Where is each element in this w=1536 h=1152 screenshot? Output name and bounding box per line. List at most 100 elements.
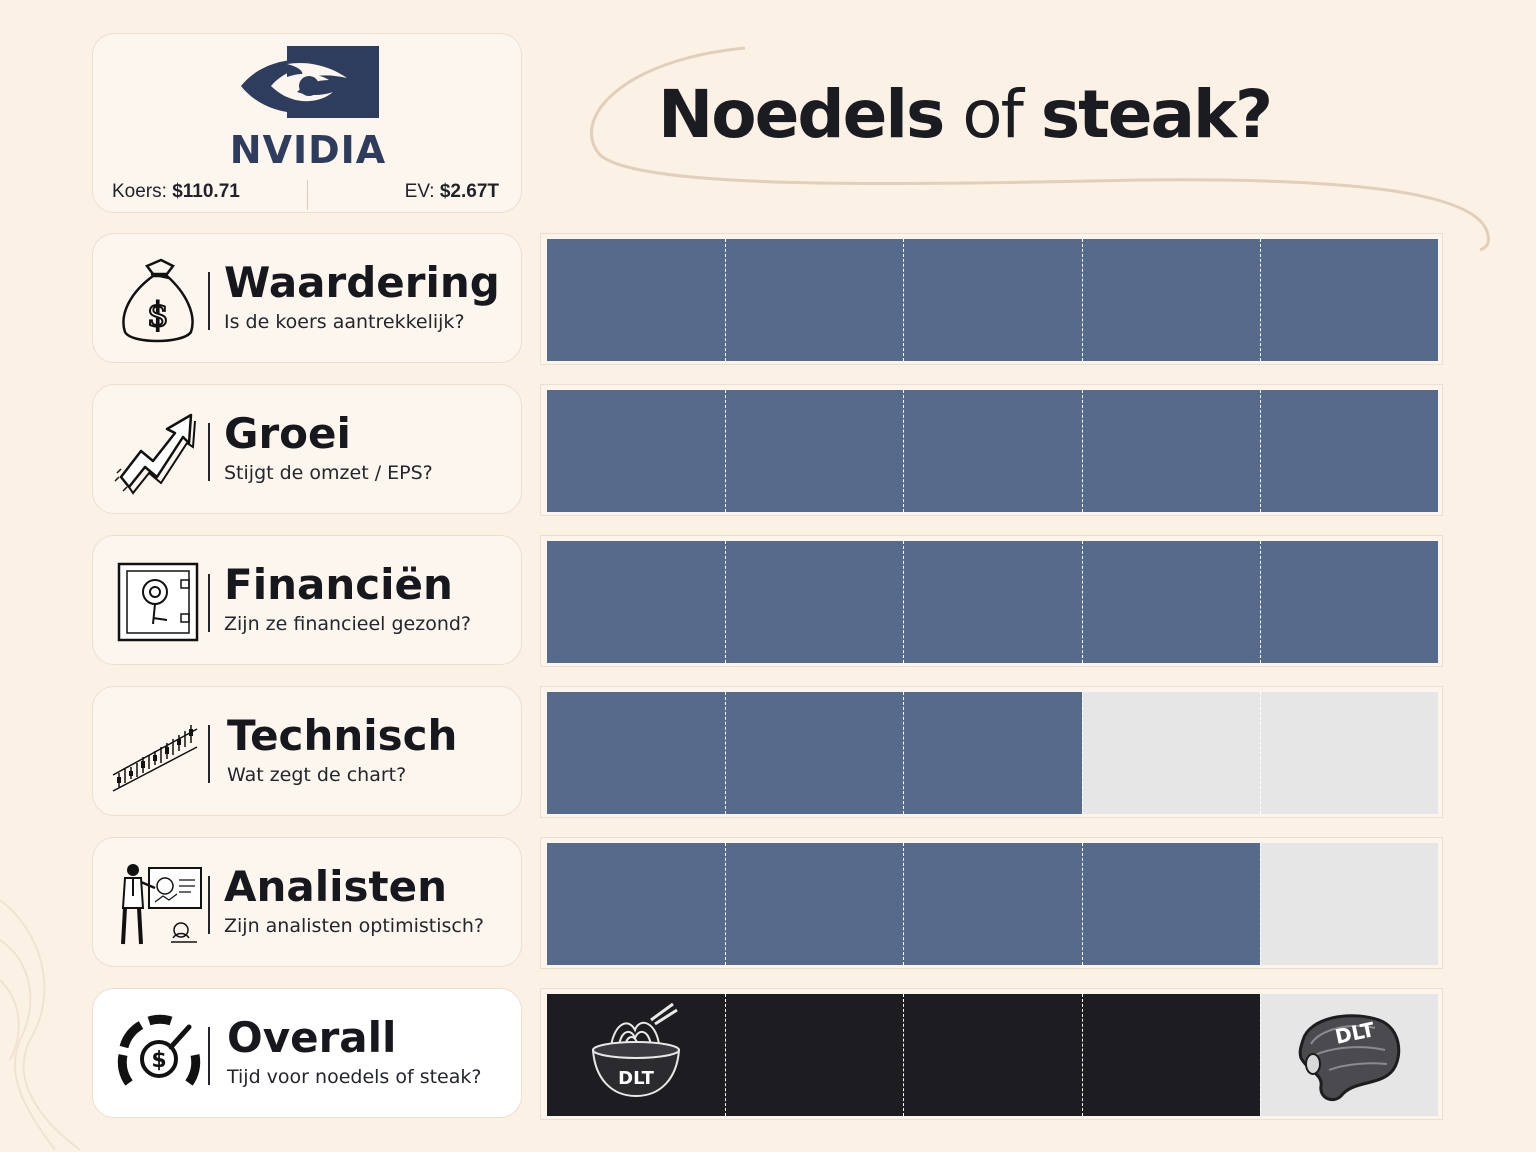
score-segment-filled — [725, 994, 904, 1116]
ev-label: EV: — [404, 181, 435, 202]
row-subtitle-analisten: Zijn analisten optimistisch? — [224, 915, 484, 937]
segment-divider — [1259, 994, 1261, 1116]
row-subtitle-overall: Tijd voor noedels of steak? — [227, 1066, 482, 1088]
category-card-financien: Financiën Zijn ze financieel gezond? — [92, 535, 522, 665]
growth-arrow-icon — [114, 413, 196, 495]
segment-divider — [1081, 390, 1083, 512]
score-segment-filled — [1081, 239, 1260, 361]
score-segment-filled — [725, 541, 904, 663]
score-bar-track — [547, 692, 1438, 814]
score-bar-overall: DLT DLT — [540, 988, 1443, 1120]
score-segment-filled — [725, 692, 904, 814]
score-segment-filled — [1259, 390, 1438, 512]
row-separator — [208, 574, 210, 632]
company-header-card: NVIDIA Koers: $110.71 EV: $2.67T — [92, 33, 522, 213]
row-separator — [208, 423, 210, 481]
score-segment-filled — [547, 843, 726, 965]
page-title: Noedels of steak? — [658, 76, 1273, 153]
segment-divider — [725, 994, 727, 1116]
row-subtitle-waardering: Is de koers aantrekkelijk? — [224, 311, 465, 333]
row-title-waardering: Waardering — [224, 258, 500, 307]
score-segment-filled — [903, 239, 1082, 361]
segment-divider — [1081, 541, 1083, 663]
segment-divider — [1081, 843, 1083, 965]
score-segment-filled — [903, 843, 1082, 965]
score-bar-analisten — [540, 837, 1443, 969]
category-card-analisten: Analisten Zijn analisten optimistisch? — [92, 837, 522, 967]
score-segment-filled — [547, 692, 726, 814]
score-bar-track — [547, 843, 1438, 965]
row-separator — [208, 1027, 210, 1085]
score-segment-filled — [1081, 843, 1260, 965]
row-title-technisch: Technisch — [227, 711, 458, 760]
row-title-financien: Financiën — [224, 560, 453, 609]
segment-divider — [903, 994, 905, 1116]
svg-text:$: $ — [147, 295, 169, 335]
score-segment-filled — [725, 239, 904, 361]
score-segment-filled — [547, 541, 726, 663]
segment-divider — [1259, 692, 1261, 814]
score-bar-technisch — [540, 686, 1443, 818]
metric-divider — [307, 180, 308, 210]
money-bag-icon: $ — [122, 258, 194, 343]
price-label: Koers: — [112, 181, 167, 202]
score-bar-track — [547, 541, 1438, 663]
segment-divider — [1259, 541, 1261, 663]
title-of: of — [962, 76, 1024, 153]
ev-metric: EV: $2.67T — [405, 181, 499, 203]
gauge-icon: $ — [117, 1014, 201, 1086]
nvidia-eye-logo — [241, 46, 379, 118]
score-segment-filled — [903, 994, 1082, 1116]
noodle-bowl-label: DLT — [618, 1068, 654, 1089]
segment-divider — [725, 692, 727, 814]
row-separator — [208, 876, 210, 934]
noodle-bowl-icon: DLT — [592, 1002, 681, 1098]
score-segment-empty — [1081, 692, 1260, 814]
score-segment-filled — [725, 390, 904, 512]
score-segment-filled — [1081, 390, 1260, 512]
company-name: NVIDIA — [229, 128, 387, 172]
score-segment-filled — [903, 541, 1082, 663]
presenter-icon — [121, 864, 202, 945]
safe-icon — [117, 562, 199, 642]
segment-divider — [725, 390, 727, 512]
score-segment-filled — [547, 390, 726, 512]
segment-divider — [1081, 239, 1083, 361]
category-card-groei: Groei Stijgt de omzet / EPS? — [92, 384, 522, 514]
category-card-technisch: Technisch Wat zegt de chart? — [92, 686, 522, 816]
segment-divider — [903, 390, 905, 512]
title-noedels: Noedels — [658, 76, 945, 153]
score-bar-track — [547, 390, 1438, 512]
score-segment-filled — [903, 390, 1082, 512]
segment-divider — [1259, 843, 1261, 965]
score-segment-filled — [1081, 541, 1260, 663]
score-segment-filled — [725, 843, 904, 965]
score-bar-track: DLT DLT — [547, 994, 1438, 1116]
segment-divider — [1081, 994, 1083, 1116]
score-bar-track — [547, 239, 1438, 361]
score-bar-financiën — [540, 535, 1443, 667]
svg-text:$: $ — [151, 1048, 166, 1073]
row-title-overall: Overall — [227, 1013, 397, 1062]
segment-divider — [903, 541, 905, 663]
row-separator — [208, 725, 210, 783]
score-segment-filled — [903, 692, 1082, 814]
category-card-waardering: $ Waardering Is de koers aantrekkelijk? — [92, 233, 522, 363]
row-subtitle-groei: Stijgt de omzet / EPS? — [224, 462, 433, 484]
score-segment-empty — [1259, 843, 1438, 965]
segment-divider — [725, 239, 727, 361]
title-swoosh — [590, 46, 1490, 252]
title-steak: steak? — [1040, 76, 1273, 153]
row-subtitle-financien: Zijn ze financieel gezond? — [224, 613, 472, 635]
row-separator — [208, 272, 210, 330]
price-value: $110.71 — [172, 181, 240, 202]
score-segment-filled — [1259, 239, 1438, 361]
segment-divider — [903, 843, 905, 965]
score-segment-empty — [1259, 692, 1438, 814]
category-card-overall: $ Overall Tijd voor noedels of steak? — [92, 988, 522, 1118]
score-segment-filled — [547, 239, 726, 361]
steak-icon: DLT — [1298, 1014, 1401, 1102]
segment-divider — [725, 843, 727, 965]
score-bar-groei — [540, 384, 1443, 516]
row-title-groei: Groei — [224, 409, 351, 458]
